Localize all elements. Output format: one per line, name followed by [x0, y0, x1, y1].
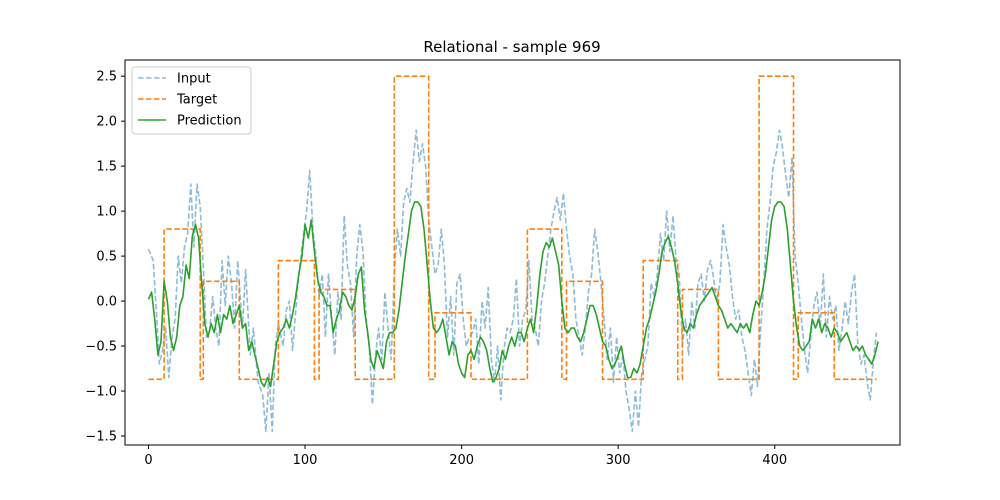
- chart-title: Relational - sample 969: [423, 38, 600, 56]
- x-tick-label: 200: [449, 453, 474, 468]
- series-line-prediction: [147, 201, 879, 388]
- y-tick-label: 0.0: [96, 295, 117, 310]
- plot-lines: [147, 75, 879, 433]
- y-tick-label: −1.5: [85, 430, 117, 445]
- plot-frame: [124, 59, 901, 446]
- y-tick-label: 0.5: [96, 250, 117, 265]
- legend-box: [131, 66, 252, 135]
- x-tick-label: 400: [762, 453, 787, 468]
- y-tick-label: 2.0: [96, 115, 117, 130]
- series-line-input: [147, 129, 878, 433]
- x-tick-label: 0: [144, 453, 152, 468]
- x-tick-label: 100: [293, 453, 318, 468]
- x-tick-label: 300: [606, 453, 631, 468]
- legend: Input Target Prediction: [131, 66, 252, 135]
- y-tick-label: 1.0: [96, 205, 117, 220]
- series-line-target: [148, 75, 877, 381]
- axis-ticks: 0 100 200 300 400 −1.5 −1.0 −0.5 0.0 0.5 1.0 1.5 2.0…: [85, 70, 787, 468]
- legend-label-input: Input: [177, 72, 211, 87]
- legend-label-prediction: Prediction: [177, 114, 242, 129]
- y-tick-label: −1.0: [85, 385, 117, 400]
- y-tick-label: −0.5: [85, 340, 117, 355]
- y-tick-label: 1.5: [96, 160, 117, 175]
- y-tick-label: 2.5: [96, 70, 117, 85]
- legend-label-target: Target: [176, 93, 217, 108]
